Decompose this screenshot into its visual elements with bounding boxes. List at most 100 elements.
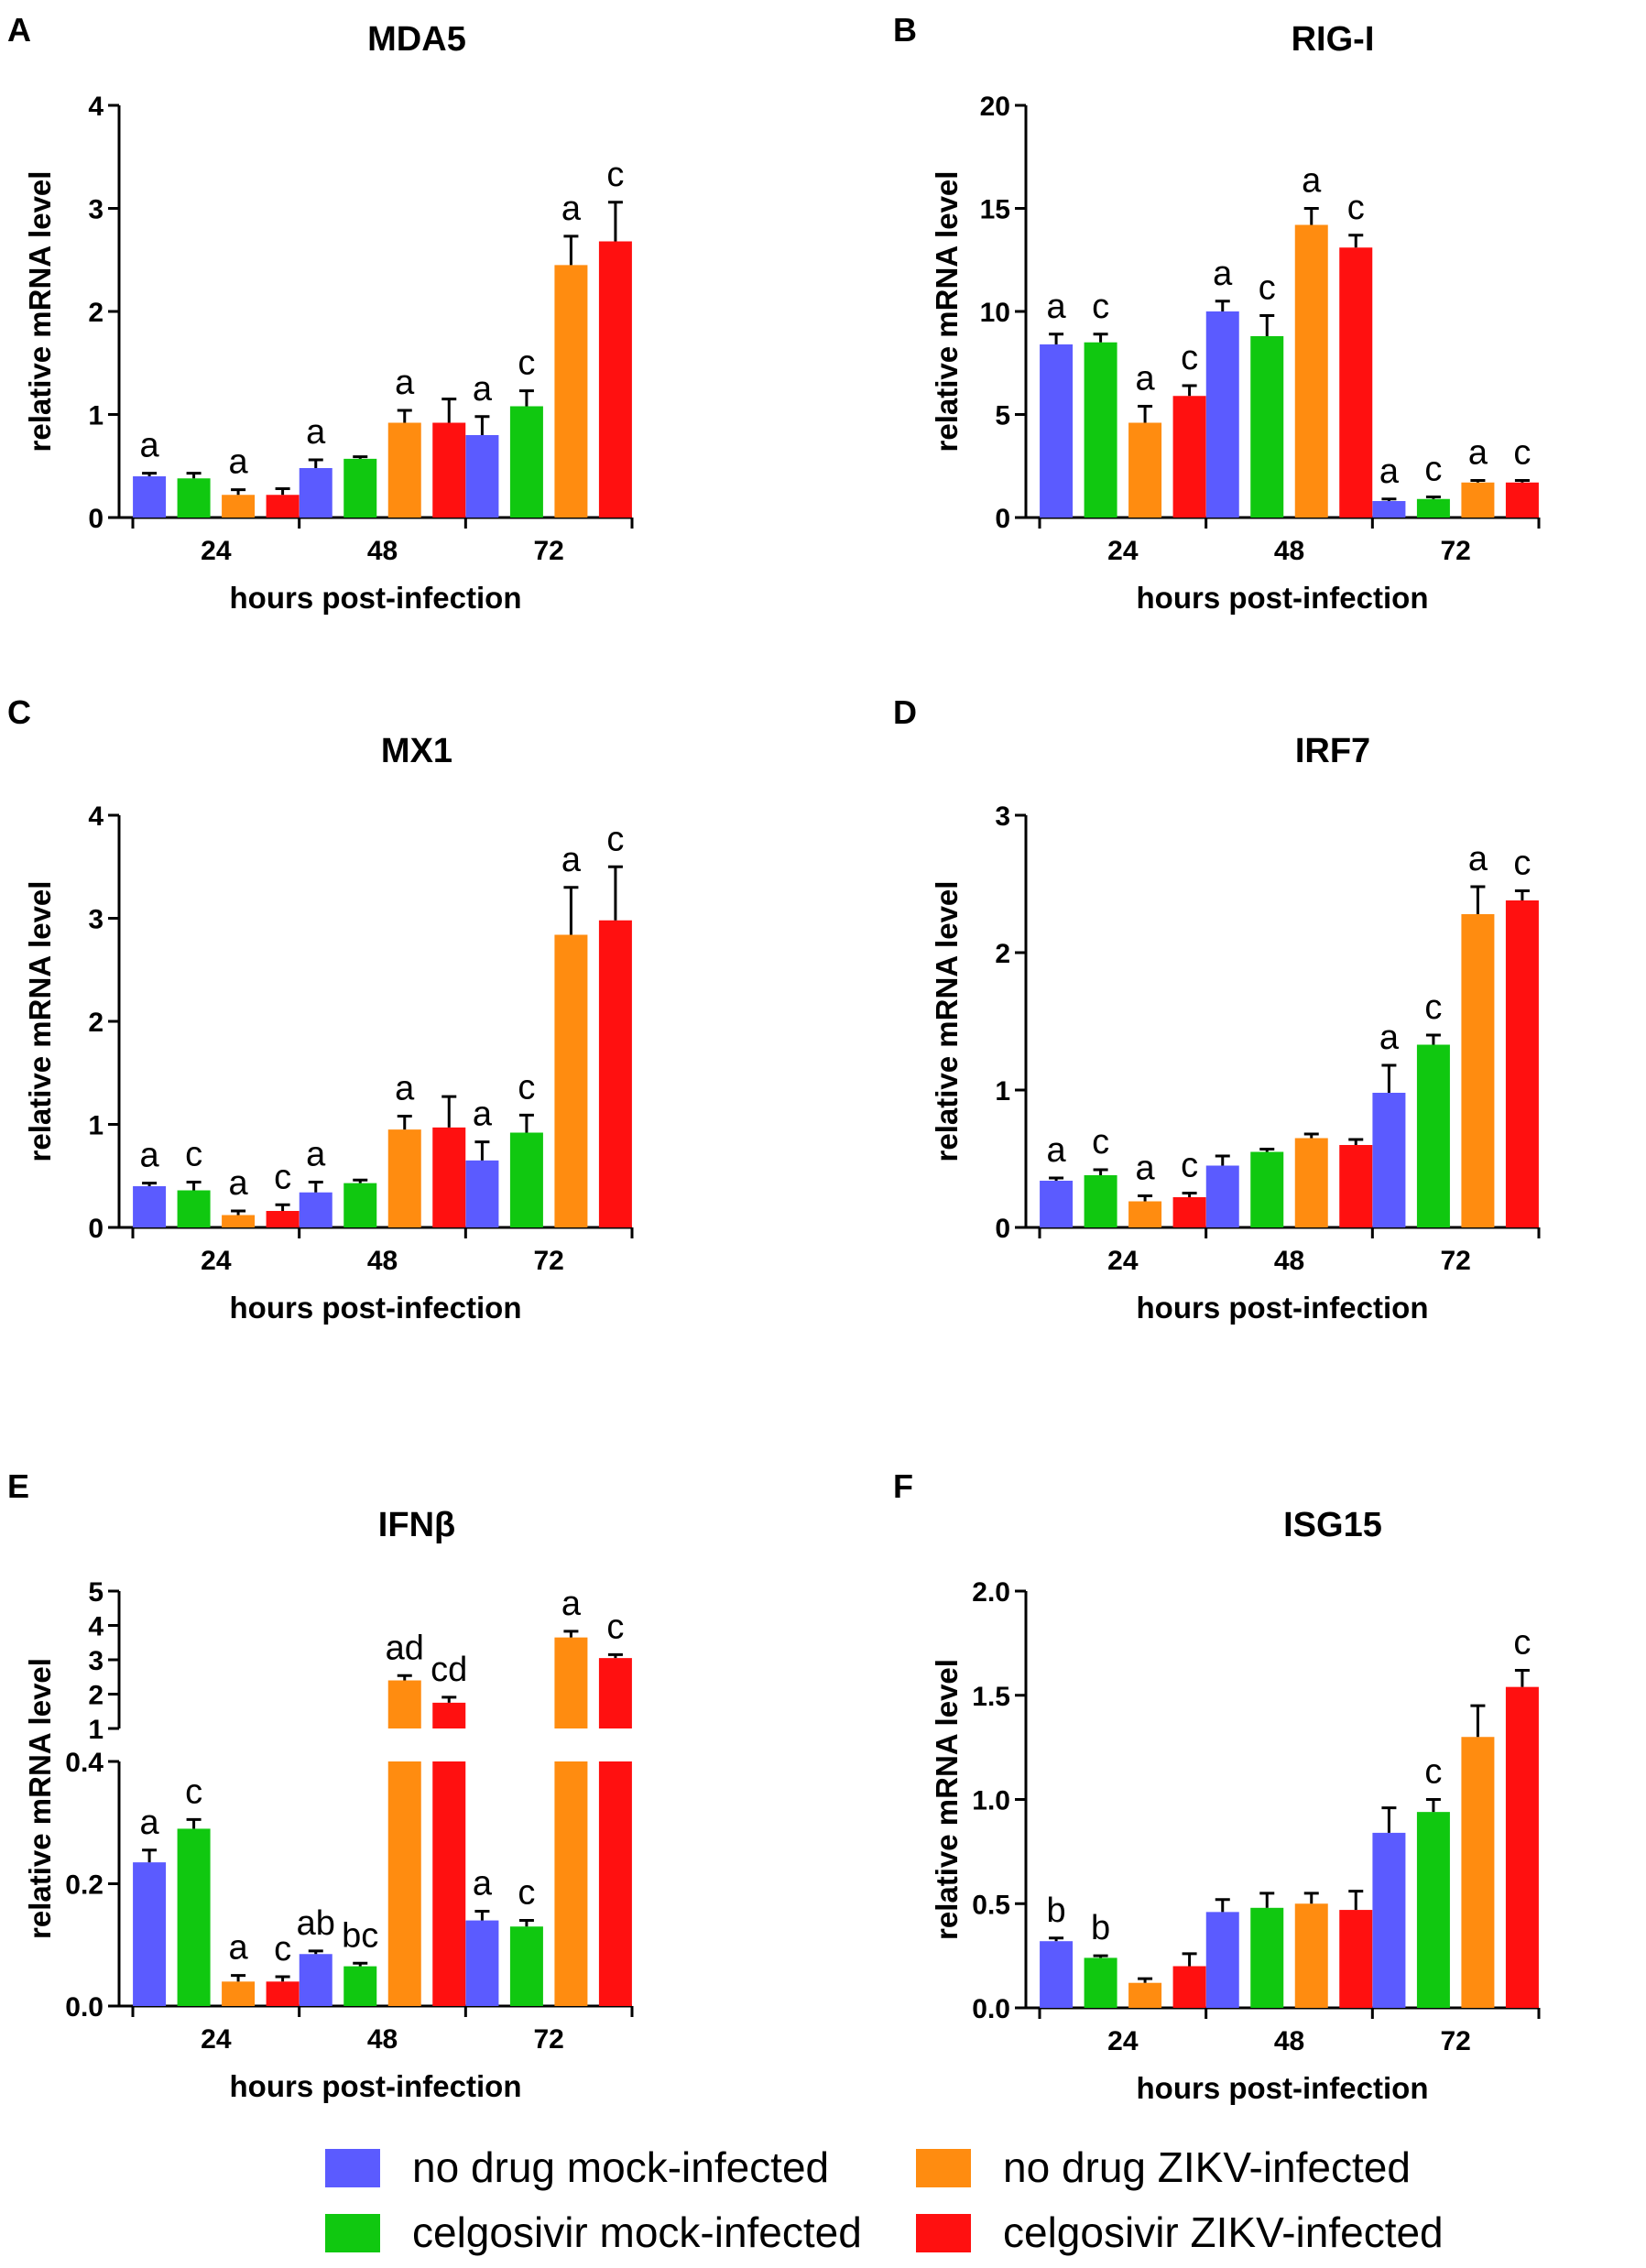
panel-title: MX1 <box>381 732 452 770</box>
bar <box>1372 1832 1406 2008</box>
bar <box>177 1828 211 2006</box>
panel-title: MDA5 <box>367 20 466 59</box>
y-tick-label: 0.4 <box>65 1748 104 1778</box>
significance-label: c <box>606 156 624 194</box>
y-tick-label: 0.0 <box>972 1994 1010 2024</box>
bar <box>1040 1181 1074 1227</box>
bar <box>1294 1903 1328 2008</box>
significance-label: a <box>1047 288 1067 326</box>
bar <box>387 422 421 518</box>
y-tick-label: 3 <box>995 801 1010 832</box>
significance-label: a <box>1468 434 1488 473</box>
significance-label: a <box>306 1136 326 1174</box>
significance-label: a <box>561 841 582 879</box>
x-tick-label: 24 <box>1107 536 1139 566</box>
bar <box>1372 1093 1406 1227</box>
legend-label: celgosivir mock-infected <box>412 2208 862 2256</box>
bar <box>1505 900 1539 1227</box>
significance-label: c <box>1259 269 1276 308</box>
significance-label: a <box>140 1804 160 1842</box>
bar <box>222 1215 256 1227</box>
bar <box>133 476 167 518</box>
bar <box>222 495 256 518</box>
legend-swatch <box>916 2149 971 2187</box>
bar <box>266 1211 300 1227</box>
bar <box>1040 1941 1074 2008</box>
bar <box>387 1680 421 1728</box>
x-tick-label: 72 <box>533 536 563 566</box>
bar <box>299 1192 332 1227</box>
bar <box>1128 422 1162 518</box>
x-tick-label: 48 <box>1274 2026 1304 2056</box>
significance-label: a <box>1047 1131 1067 1170</box>
significance-label: a <box>1213 255 1233 293</box>
bar <box>387 1129 421 1227</box>
significance-label: c <box>1181 339 1198 377</box>
bar <box>1294 224 1328 518</box>
y-tick-label: 0.5 <box>972 1890 1010 1920</box>
significance-label: c <box>1092 288 1109 326</box>
y-tick-label: 3 <box>88 1646 104 1676</box>
bar <box>1416 1812 1450 2008</box>
x-axis-title: hours post-infection <box>230 1291 522 1325</box>
bar <box>1084 1175 1117 1227</box>
legend-label: celgosivir ZIKV-infected <box>1003 2208 1444 2256</box>
bar-lower <box>387 1761 421 2006</box>
bar <box>1128 1982 1162 2008</box>
bar <box>1172 1966 1206 2008</box>
bar <box>1250 336 1284 518</box>
significance-label: c <box>1092 1123 1109 1161</box>
y-tick-label: 4 <box>88 1612 104 1642</box>
panel-letter: C <box>7 693 31 731</box>
x-tick-label: 72 <box>533 1246 563 1276</box>
significance-label: c <box>1513 845 1531 883</box>
x-tick-label: 48 <box>367 536 398 566</box>
significance-label: b <box>1091 1909 1110 1947</box>
panel-letter: B <box>893 11 917 49</box>
bar <box>432 422 466 518</box>
significance-label: c <box>1513 1623 1531 1662</box>
bar <box>222 1981 256 2006</box>
significance-label: a <box>473 1865 493 1903</box>
significance-label: c <box>518 1068 535 1107</box>
significance-label: a <box>140 1137 160 1175</box>
legend-swatch <box>325 2214 380 2252</box>
bar <box>1339 1910 1373 2008</box>
x-tick-label: 72 <box>533 2024 563 2055</box>
bar <box>598 241 632 518</box>
x-tick-label: 24 <box>201 2024 232 2055</box>
significance-label: c <box>1424 988 1442 1027</box>
y-axis-title: relative mRNA level <box>930 171 964 453</box>
significance-label: c <box>1513 434 1531 473</box>
y-tick-label: 1.5 <box>972 1682 1010 1712</box>
bar <box>343 1966 377 2006</box>
panel-letter: E <box>7 1467 29 1505</box>
y-tick-label: 0 <box>88 504 104 534</box>
bar <box>509 1926 543 2006</box>
y-tick-label: 2 <box>88 1008 104 1038</box>
significance-label: a <box>229 1164 249 1203</box>
panel-a: A MDA5 0 1 2 3 4 24 48 72 hours post-infection rela… <box>7 11 634 615</box>
x-tick-label: 24 <box>201 1246 232 1276</box>
bar <box>465 1920 499 2006</box>
bar <box>343 1183 377 1227</box>
bar <box>1372 501 1406 518</box>
legend-swatch <box>325 2149 380 2187</box>
significance-label: a <box>1136 360 1156 398</box>
significance-label: c <box>606 820 624 858</box>
x-tick-label: 48 <box>1274 1246 1304 1276</box>
bar <box>1505 1686 1539 2008</box>
bar <box>509 1132 543 1227</box>
panel-title: RIG-I <box>1292 20 1375 59</box>
x-tick-label: 72 <box>1440 1246 1470 1276</box>
significance-label: c <box>1347 189 1365 227</box>
significance-label: a <box>229 443 249 482</box>
significance-label: a <box>229 1929 249 1968</box>
bar <box>1205 1165 1239 1227</box>
x-tick-label: 24 <box>1107 2026 1139 2056</box>
legend-label: no drug mock-infected <box>412 2143 829 2191</box>
bar <box>554 934 588 1227</box>
significance-label: c <box>1181 1147 1198 1185</box>
panel-d: D IRF7 0 1 2 3 24 48 72 hours post-infection relat… <box>893 693 1541 1325</box>
